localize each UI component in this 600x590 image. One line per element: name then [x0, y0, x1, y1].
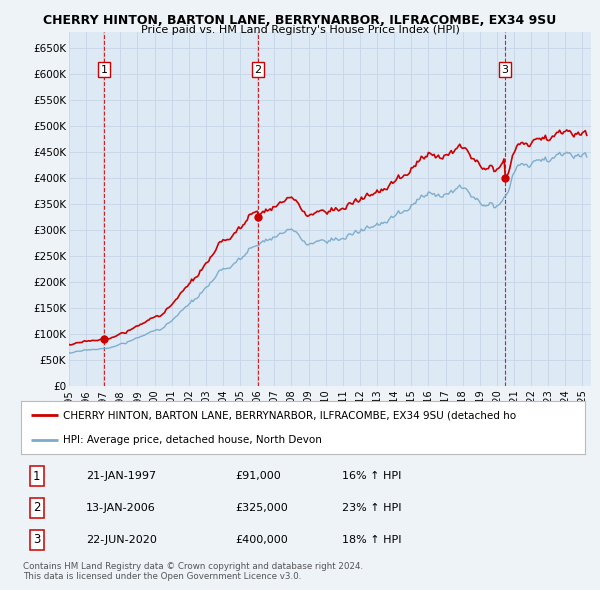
Text: 1: 1: [101, 65, 107, 74]
Text: 18% ↑ HPI: 18% ↑ HPI: [343, 535, 402, 545]
Text: £91,000: £91,000: [235, 471, 281, 481]
Text: 1: 1: [33, 470, 41, 483]
Text: 22-JUN-2020: 22-JUN-2020: [86, 535, 157, 545]
Text: 23% ↑ HPI: 23% ↑ HPI: [343, 503, 402, 513]
Text: £400,000: £400,000: [235, 535, 288, 545]
Text: HPI: Average price, detached house, North Devon: HPI: Average price, detached house, Nort…: [64, 435, 322, 445]
Text: 2: 2: [33, 502, 41, 514]
Text: CHERRY HINTON, BARTON LANE, BERRYNARBOR, ILFRACOMBE, EX34 9SU: CHERRY HINTON, BARTON LANE, BERRYNARBOR,…: [43, 14, 557, 27]
Text: 2: 2: [254, 65, 262, 74]
Text: 16% ↑ HPI: 16% ↑ HPI: [343, 471, 402, 481]
Text: Contains HM Land Registry data © Crown copyright and database right 2024.
This d: Contains HM Land Registry data © Crown c…: [23, 562, 363, 581]
Text: 3: 3: [502, 65, 508, 74]
Text: Price paid vs. HM Land Registry's House Price Index (HPI): Price paid vs. HM Land Registry's House …: [140, 25, 460, 35]
Text: £325,000: £325,000: [235, 503, 288, 513]
Text: 21-JAN-1997: 21-JAN-1997: [86, 471, 156, 481]
Text: CHERRY HINTON, BARTON LANE, BERRYNARBOR, ILFRACOMBE, EX34 9SU (detached ho: CHERRY HINTON, BARTON LANE, BERRYNARBOR,…: [64, 410, 517, 420]
Text: 13-JAN-2006: 13-JAN-2006: [86, 503, 155, 513]
Text: 3: 3: [33, 533, 40, 546]
